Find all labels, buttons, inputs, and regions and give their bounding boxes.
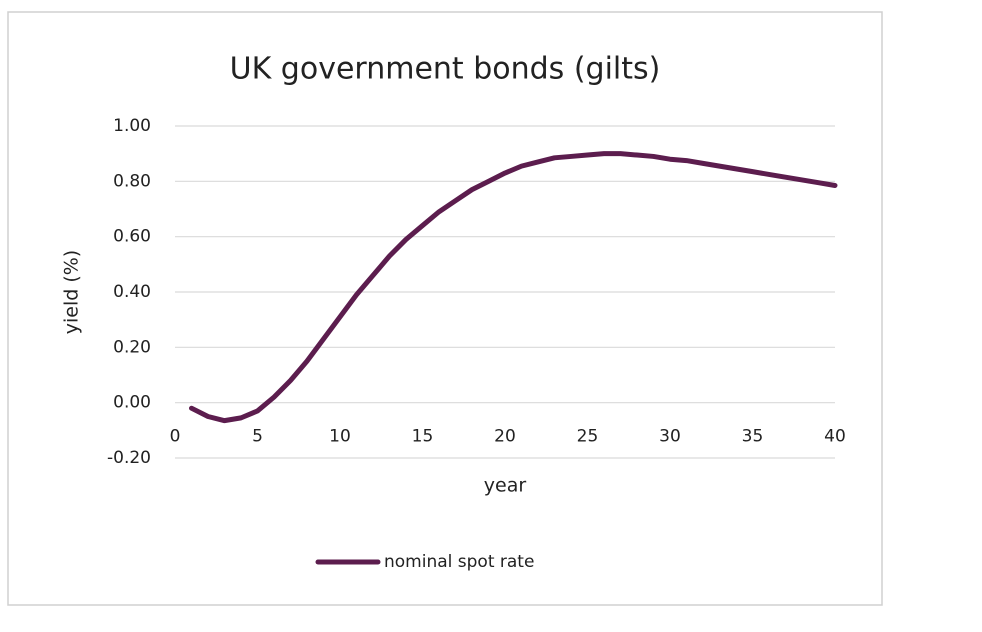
x-tick-label: 10 <box>329 427 351 447</box>
x-tick-label: 20 <box>494 427 516 447</box>
y-tick-label: 0.60 <box>113 227 151 247</box>
y-tick-label: 0.40 <box>113 282 151 302</box>
y-tick-label: 0.80 <box>113 171 151 191</box>
y-axis-label: yield (%) <box>61 250 83 334</box>
y-tick-label: 1.00 <box>113 116 151 136</box>
chart-frame <box>7 11 883 606</box>
chart-title: UK government bonds (gilts) <box>230 52 661 87</box>
x-tick-label: 0 <box>170 427 181 447</box>
x-tick-label: 15 <box>412 427 434 447</box>
x-tick-label: 30 <box>659 427 681 447</box>
x-tick-label: 5 <box>252 427 263 447</box>
y-tick-label: 0.00 <box>113 393 151 413</box>
y-tick-label: 0.20 <box>113 337 151 357</box>
legend-label: nominal spot rate <box>384 552 534 572</box>
y-tick-label: -0.20 <box>107 448 151 468</box>
x-tick-label: 25 <box>577 427 599 447</box>
x-tick-label: 40 <box>824 427 846 447</box>
x-tick-label: 35 <box>742 427 764 447</box>
x-axis-label: year <box>484 475 527 497</box>
series-line <box>189 151 838 424</box>
